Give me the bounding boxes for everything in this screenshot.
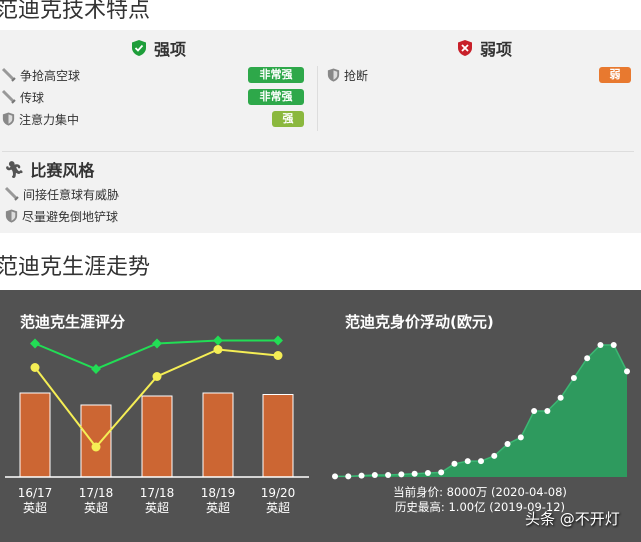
rating-line-point: [30, 363, 40, 372]
rating-line-point: [91, 364, 101, 374]
weaknesses-title: 弱项: [480, 40, 513, 59]
value-point: [557, 394, 564, 401]
value-point: [504, 441, 511, 447]
sword-icon: [1, 67, 17, 83]
value-point: [411, 470, 418, 477]
trait-item: 抢断: [326, 65, 368, 85]
x-tick-label: 英超: [145, 500, 169, 515]
style-title: 比赛风格: [30, 161, 95, 180]
value-point: [438, 469, 445, 476]
x-tick-label: 英超: [266, 500, 290, 515]
trait-label: 尽量避免倒地铲球: [22, 209, 119, 224]
value-point: [624, 368, 630, 375]
rating-line-point: [213, 335, 223, 346]
value-point: [544, 408, 551, 414]
rating-bar: [80, 404, 112, 478]
value-point: [584, 355, 591, 362]
value-chart: [332, 342, 630, 480]
rating-line-point: [273, 351, 283, 360]
value-point: [464, 458, 471, 465]
section-title-career: 范迪克生涯走势: [0, 255, 151, 280]
tech-panel: 强项 弱项 争抢高空球 非常强 传球 非常强 注意力集中强抢断弱间接任意球有威胁 尽量避免…: [0, 30, 641, 233]
x-tick-label: 16/17: [18, 486, 53, 500]
rating-line-point: [152, 372, 162, 381]
section-divider: [2, 151, 634, 152]
section-title-tech: 范迪克技术特点: [0, 0, 151, 23]
sword-icon: [1, 89, 17, 105]
current-value: 当前身价: 8000万 (2020-04-08): [393, 485, 567, 499]
x-tick-label: 17/18: [140, 486, 175, 500]
highest-value: 历史最高: 1.00亿 (2019-09-12): [394, 500, 566, 514]
level-badge: 强: [272, 111, 304, 127]
value-point: [424, 470, 431, 477]
trait-label: 注意力集中: [19, 112, 80, 127]
trait-item: 传球: [1, 87, 44, 107]
level-badge: 弱: [599, 67, 631, 83]
strengths-title: 强项: [154, 40, 187, 59]
value-point: [345, 473, 352, 480]
runner-icon: 🏃︎: [4, 159, 25, 179]
rating-line-point: [273, 335, 283, 346]
rating-line-point: [152, 338, 162, 349]
value-point: [358, 472, 365, 479]
level-badge: 非常强: [248, 89, 304, 105]
rating-chart-title: 范迪克生涯评分: [20, 313, 126, 331]
value-point: [332, 473, 338, 480]
career-panel: 范迪克生涯评分 范迪克身价浮动(欧元) 16/17 英超 17/18 英超 17/18 英…: [0, 290, 641, 542]
shield-icon: [4, 208, 19, 224]
value-point: [597, 342, 604, 348]
value-area: [335, 345, 627, 477]
trait-label: 争抢高空球: [20, 68, 81, 83]
shield-icon: [326, 67, 341, 83]
value-point: [398, 471, 405, 478]
strengths-header: 强项: [130, 36, 186, 60]
rating-line-point: [30, 338, 40, 349]
value-point: [531, 408, 538, 414]
value-point: [491, 452, 498, 459]
x-tick-label: 19/20: [261, 486, 296, 500]
trait-item: 间接任意球有威胁: [4, 184, 119, 204]
value-point: [451, 460, 458, 467]
value-point: [385, 472, 392, 479]
weaknesses-header: 弱项: [456, 36, 512, 60]
value-point: [610, 342, 617, 348]
sword-icon: [4, 186, 20, 202]
value-point: [371, 472, 378, 479]
rating-bar: [141, 395, 173, 478]
x-tick-label: 17/18: [79, 486, 114, 500]
level-badge: 非常强: [248, 67, 304, 83]
rating-bar: [202, 392, 234, 478]
rating-line-point: [91, 442, 101, 452]
rating-line-point: [213, 345, 223, 354]
watermark: 头条 @不开灯: [525, 510, 620, 528]
shield-check-icon: [132, 40, 146, 56]
x-tick-label: 18/19: [201, 486, 236, 500]
rating-bar: [262, 394, 294, 478]
trait-label: 传球: [20, 90, 45, 105]
rating-bar: [19, 392, 51, 478]
shield-x-icon: [458, 40, 472, 56]
style-header: 🏃︎ 比赛风格: [4, 157, 94, 181]
trait-item: 注意力集中: [1, 109, 79, 129]
value-point: [517, 434, 524, 441]
trait-label: 间接任意球有威胁: [23, 187, 120, 202]
x-tick-label: 英超: [84, 500, 108, 515]
trait-item: 尽量避免倒地铲球: [4, 206, 118, 226]
value-chart-title: 范迪克身价浮动(欧元): [345, 313, 494, 331]
value-point: [478, 458, 484, 465]
trait-label: 抢断: [344, 68, 369, 83]
column-divider: [317, 66, 318, 131]
trait-item: 争抢高空球: [1, 65, 80, 85]
value-point: [570, 375, 577, 381]
x-tick-label: 英超: [206, 500, 230, 515]
x-tick-label: 英超: [23, 500, 47, 515]
shield-icon: [1, 111, 16, 127]
